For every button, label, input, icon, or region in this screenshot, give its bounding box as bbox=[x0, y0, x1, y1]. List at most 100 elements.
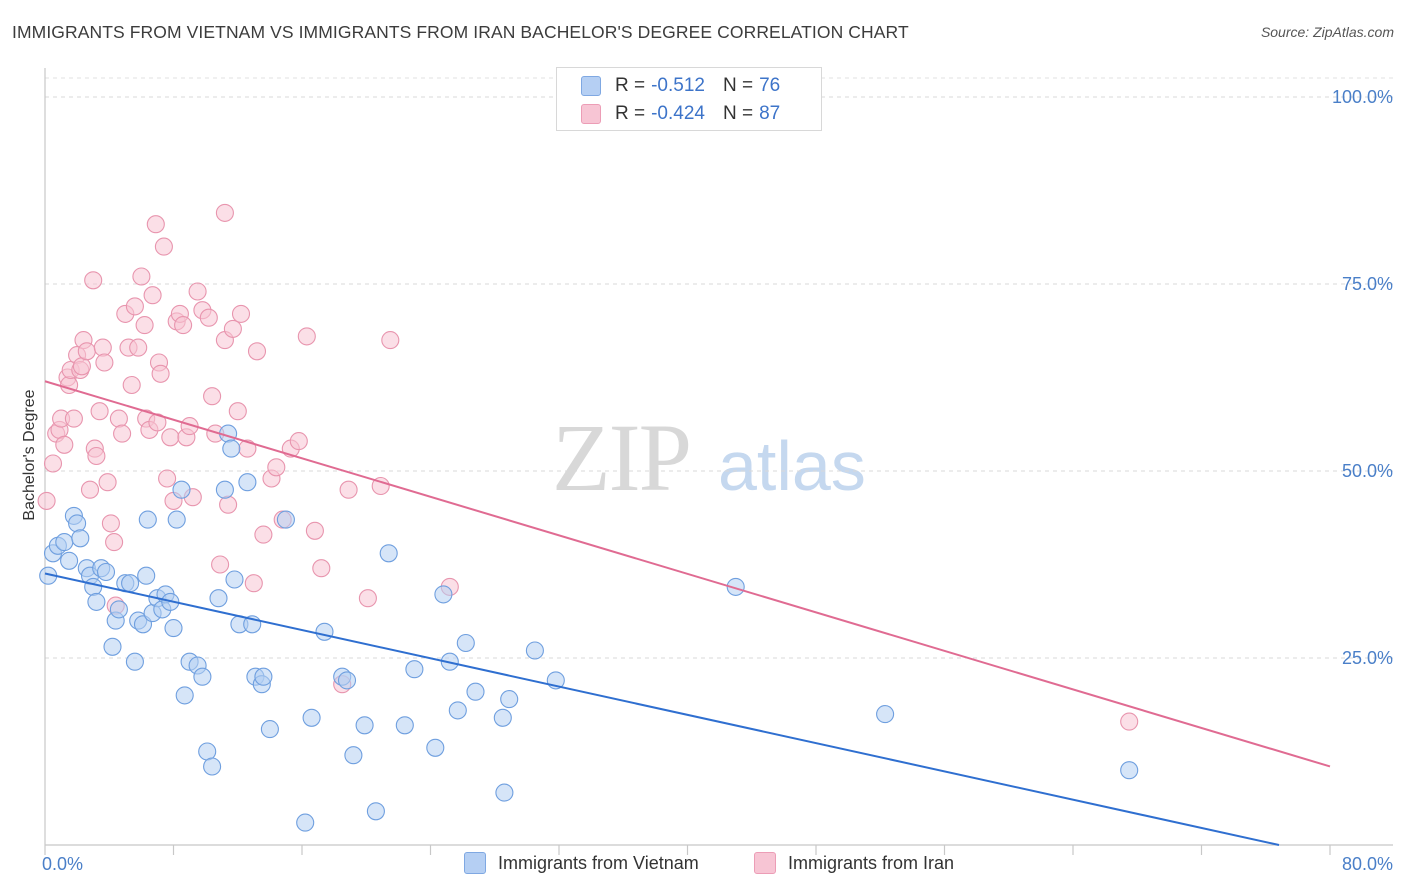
vietnam-point bbox=[434, 585, 453, 604]
iran-point bbox=[231, 304, 251, 323]
legend-row-iran: R = -0.424 N = 87 bbox=[581, 101, 780, 127]
vietnam-point bbox=[103, 637, 122, 656]
iran-point bbox=[371, 476, 390, 496]
iran-trendline bbox=[44, 380, 1331, 768]
iran-point bbox=[122, 375, 141, 395]
legend-n-value: 87 bbox=[759, 103, 781, 124]
iran-point bbox=[254, 525, 273, 544]
stats-legend: R = -0.512 N = 76 R = -0.424 N = 87 bbox=[556, 67, 822, 131]
gridlines bbox=[45, 77, 1393, 659]
iran-point bbox=[132, 267, 151, 286]
iran-point bbox=[113, 424, 132, 443]
iran-point bbox=[129, 338, 148, 357]
vietnam-point bbox=[203, 757, 222, 776]
legend-swatch-vietnam bbox=[464, 852, 486, 874]
vietnam-point bbox=[456, 633, 475, 653]
vietnam-point bbox=[167, 510, 186, 529]
vietnam-point bbox=[448, 701, 467, 720]
legend-n-value: 76 bbox=[759, 75, 781, 96]
legend-n-label: N = bbox=[722, 103, 754, 124]
vietnam-point bbox=[138, 510, 157, 529]
watermark: ZIP atlas bbox=[552, 404, 866, 511]
vietnam-point bbox=[60, 551, 79, 570]
y-tick-labels: 100.0% 75.0% 50.0% 25.0% bbox=[1332, 87, 1393, 668]
vietnam-point bbox=[525, 641, 544, 660]
trendlines bbox=[44, 380, 1331, 846]
vietnam-point bbox=[1120, 761, 1139, 780]
iran-point bbox=[105, 533, 124, 552]
y-tick-label: 25.0% bbox=[1342, 648, 1393, 668]
iran-point bbox=[211, 555, 230, 574]
source-label: Source: ZipAtlas.com bbox=[1260, 24, 1394, 40]
vietnam-point bbox=[495, 783, 514, 802]
vietnam-trendline bbox=[44, 572, 1280, 846]
iran-point bbox=[267, 458, 286, 477]
vietnam-point bbox=[302, 708, 321, 727]
series-vietnam bbox=[39, 424, 1139, 832]
vietnam-point bbox=[222, 439, 241, 458]
vietnam-point bbox=[315, 622, 334, 641]
vietnam-point bbox=[500, 690, 519, 709]
vietnam-point bbox=[395, 716, 414, 735]
legend-item-iran: Immigrants from Iran bbox=[754, 852, 954, 874]
vietnam-point bbox=[254, 667, 273, 686]
vietnam-point bbox=[344, 746, 363, 765]
legend-swatch-vietnam bbox=[581, 76, 601, 96]
iran-point bbox=[219, 495, 238, 514]
vietnam-point bbox=[55, 533, 74, 552]
iran-point bbox=[154, 237, 173, 256]
iran-point bbox=[72, 357, 91, 376]
iran-point bbox=[146, 215, 165, 234]
vietnam-point bbox=[172, 480, 191, 499]
iran-point bbox=[158, 469, 177, 488]
iran-point bbox=[381, 331, 400, 350]
iran-point bbox=[80, 480, 100, 499]
axes bbox=[44, 68, 1393, 855]
legend-n-label: N = bbox=[722, 75, 754, 96]
legend-label-vietnam: Immigrants from Vietnam bbox=[498, 852, 699, 873]
iran-point bbox=[339, 480, 358, 499]
iran-point bbox=[84, 271, 103, 290]
vietnam-point bbox=[238, 473, 257, 492]
legend-row-vietnam: R = -0.512 N = 76 bbox=[581, 73, 780, 99]
iran-point bbox=[247, 342, 267, 361]
iran-point bbox=[289, 432, 308, 451]
iran-point bbox=[143, 286, 162, 305]
series-legend: Immigrants from Vietnam Immigrants from … bbox=[0, 852, 1406, 878]
iran-point bbox=[174, 316, 193, 335]
vietnam-point bbox=[337, 671, 357, 690]
iran-point bbox=[358, 589, 377, 608]
vietnam-point bbox=[405, 660, 424, 679]
iran-point bbox=[64, 409, 83, 428]
x-tick-labels: 0.0% 80.0% bbox=[42, 854, 1393, 874]
watermark-zip: ZIP bbox=[552, 404, 690, 511]
vietnam-point bbox=[466, 682, 485, 701]
iran-point bbox=[37, 491, 56, 510]
iran-point bbox=[93, 338, 112, 357]
watermark-atlas: atlas bbox=[718, 427, 866, 505]
vietnam-point bbox=[355, 716, 374, 735]
iran-point bbox=[125, 297, 144, 316]
iran-point bbox=[55, 435, 74, 454]
iran-point bbox=[161, 428, 180, 447]
iran-point bbox=[244, 574, 263, 593]
vietnam-point bbox=[366, 802, 385, 821]
vietnam-point bbox=[68, 514, 87, 533]
legend-swatch-iran bbox=[581, 104, 601, 124]
vietnam-point bbox=[175, 686, 194, 705]
vietnam-point bbox=[125, 652, 144, 671]
iran-point bbox=[101, 514, 120, 533]
vietnam-point bbox=[87, 592, 106, 611]
iran-point bbox=[109, 409, 128, 428]
vietnam-point bbox=[276, 510, 295, 529]
vietnam-point bbox=[84, 577, 103, 596]
x-tick-label: 0.0% bbox=[42, 854, 83, 874]
legend-label-iran: Immigrants from Iran bbox=[788, 852, 955, 873]
iran-point bbox=[305, 521, 324, 540]
vietnam-point bbox=[137, 566, 156, 585]
legend-swatch-iran bbox=[754, 852, 776, 874]
y-tick-label: 100.0% bbox=[1332, 87, 1393, 107]
vietnam-point bbox=[209, 589, 228, 608]
vietnam-point bbox=[260, 720, 279, 739]
